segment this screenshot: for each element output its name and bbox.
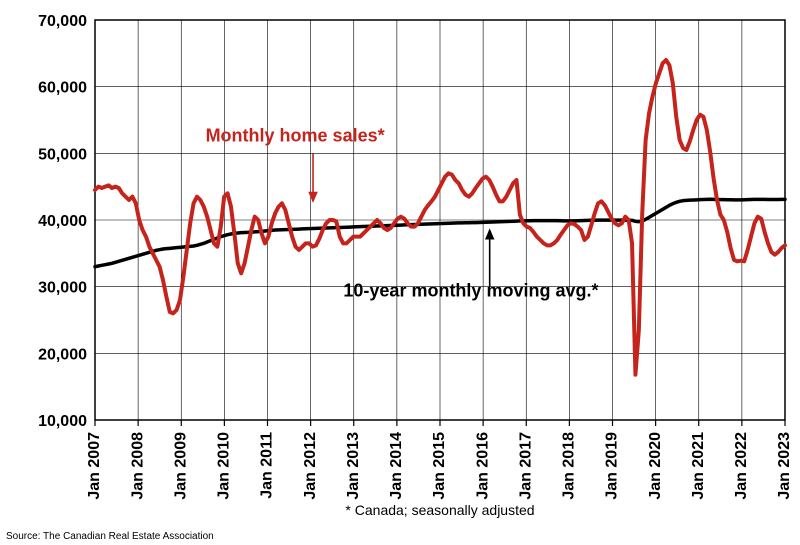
y-tick-label: 60,000 <box>38 80 87 97</box>
x-tick-label: Jan 2022 <box>733 432 750 500</box>
moving-average-series-label: 10-year monthly moving avg.* <box>343 281 598 301</box>
y-tick-label: 50,000 <box>38 146 87 163</box>
x-tick-label: Jan 2007 <box>86 432 103 500</box>
y-tick-label: 40,000 <box>38 213 87 230</box>
y-tick-label: 20,000 <box>38 346 87 363</box>
x-tick-label: Jan 2023 <box>776 432 793 500</box>
chart-svg: 10,000 20,000 30,000 40,000 50,000 60,000 70,0… <box>0 0 800 545</box>
x-tick-label: Jan 2014 <box>388 432 405 500</box>
x-tick-label: Jan 2018 <box>561 432 578 500</box>
footnote-text: * Canada; seasonally adjusted <box>345 502 534 518</box>
x-tick-label: Jan 2008 <box>129 432 146 500</box>
x-tick-label: Jan 2015 <box>431 432 448 500</box>
x-tick-label: Jan 2010 <box>216 432 233 500</box>
x-tick-label: Jan 2020 <box>647 432 664 500</box>
y-tick-label: 70,000 <box>38 13 87 30</box>
x-tick-label: Jan 2013 <box>345 432 362 500</box>
chart-container: 10,000 20,000 30,000 40,000 50,000 60,000 70,0… <box>0 0 800 545</box>
source-text: Source: The Canadian Real Estate Associa… <box>6 531 214 542</box>
y-tick-label: 10,000 <box>38 413 87 430</box>
y-axis-ticks: 10,000 20,000 30,000 40,000 50,000 60,000 70,0… <box>38 13 87 430</box>
x-tick-label: Jan 2017 <box>517 432 534 500</box>
y-tick-label: 30,000 <box>38 280 87 297</box>
x-tick-label: Jan 2019 <box>604 432 621 500</box>
x-tick-label: Jan 2009 <box>172 432 189 500</box>
x-tick-label: Jan 2012 <box>302 432 319 500</box>
x-tick-label: Jan 2016 <box>474 432 491 500</box>
x-tick-label: Jan 2011 <box>259 432 276 499</box>
x-axis-ticks: Jan 2007 Jan 2008 Jan 2009 Jan 2010 Jan 2011… <box>86 432 793 500</box>
x-tick-label: Jan 2021 <box>690 432 707 500</box>
sales-series-label: Monthly home sales* <box>206 125 385 145</box>
